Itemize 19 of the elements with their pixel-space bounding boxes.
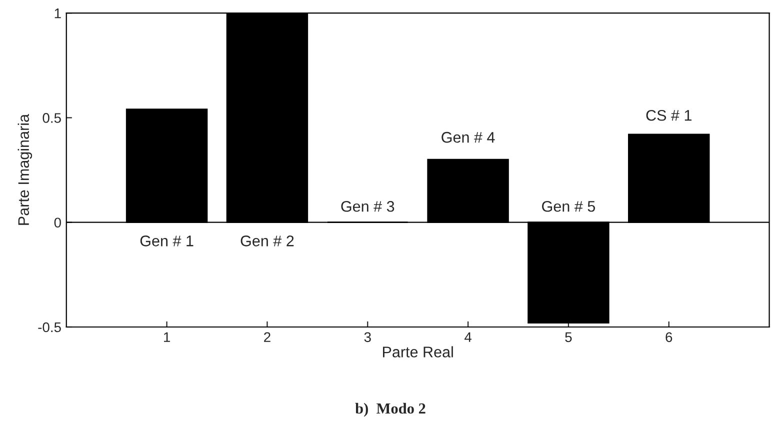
y-axis-title: Parte Imaginaria <box>18 114 32 225</box>
x-tick-label: 6 <box>666 332 672 342</box>
x-tick-label: 2 <box>264 332 270 342</box>
annotation: Gen # 4 <box>442 132 495 143</box>
annotation: Gen # 3 <box>341 200 394 212</box>
annotation: CS # 1 <box>646 110 692 121</box>
annotation: Gen # 5 <box>542 200 595 212</box>
x-tick-label: 4 <box>464 332 472 342</box>
y-tick-label: -0.5 <box>38 322 61 332</box>
annotation: Gen # 1 <box>140 236 194 246</box>
y-tick-label: 0 <box>54 218 61 228</box>
x-axis-title: Parte Real <box>383 346 453 358</box>
x-tick-label: 3 <box>364 332 371 342</box>
x-tick-label: 5 <box>565 332 572 342</box>
annotation: Gen # 2 <box>240 236 294 246</box>
y-tick-label: 1 <box>54 8 61 18</box>
text: b) Modo 2 <box>355 402 426 417</box>
x-tick-label: 1 <box>164 332 170 342</box>
y-tick-label: 0.5 <box>42 113 61 123</box>
